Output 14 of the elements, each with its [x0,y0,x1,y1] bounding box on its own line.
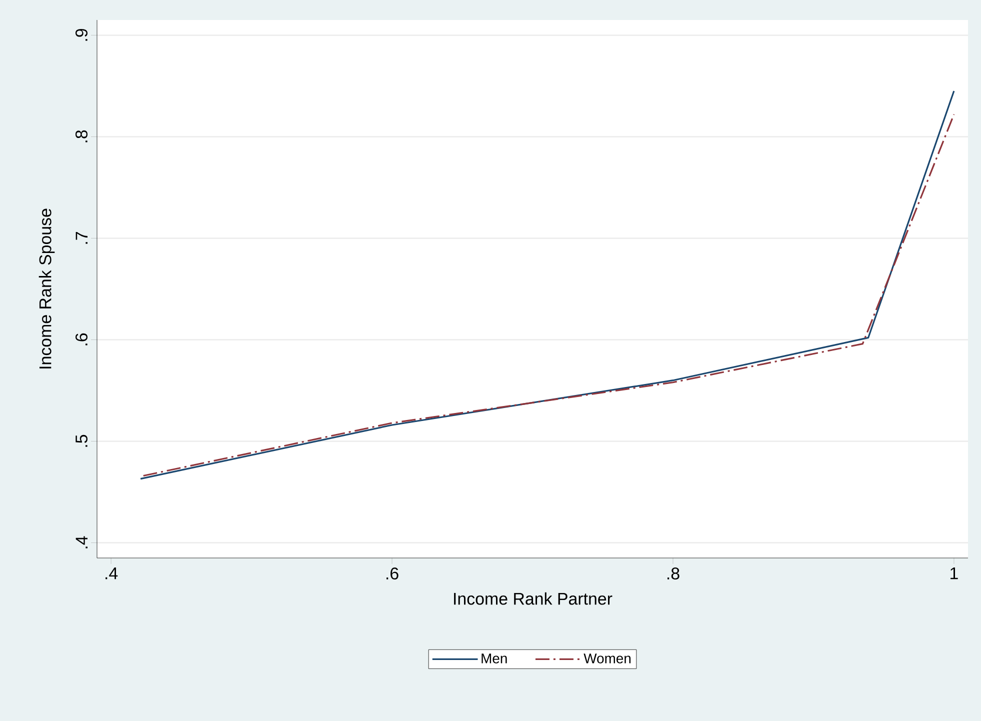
x-tick-label: .4 [106,568,118,580]
x-tick-label: .8 [667,568,680,580]
y-tick-label: .4 [76,536,88,548]
x-tick-label: 1 [950,568,958,580]
y-tick-label: .8 [75,130,88,142]
legend-label: Women [584,654,631,664]
y-tick-label: .5 [76,434,88,447]
y-tick-label: .9 [75,28,88,41]
legend-label: Men [482,654,507,664]
x-tick-label: .6 [386,568,398,580]
y-axis-title: Income Rank Spouse [38,208,55,368]
x-axis-title: Income Rank Partner [454,592,612,605]
y-tick-label: .6 [75,333,88,346]
y-tick-label: .7 [76,232,88,244]
